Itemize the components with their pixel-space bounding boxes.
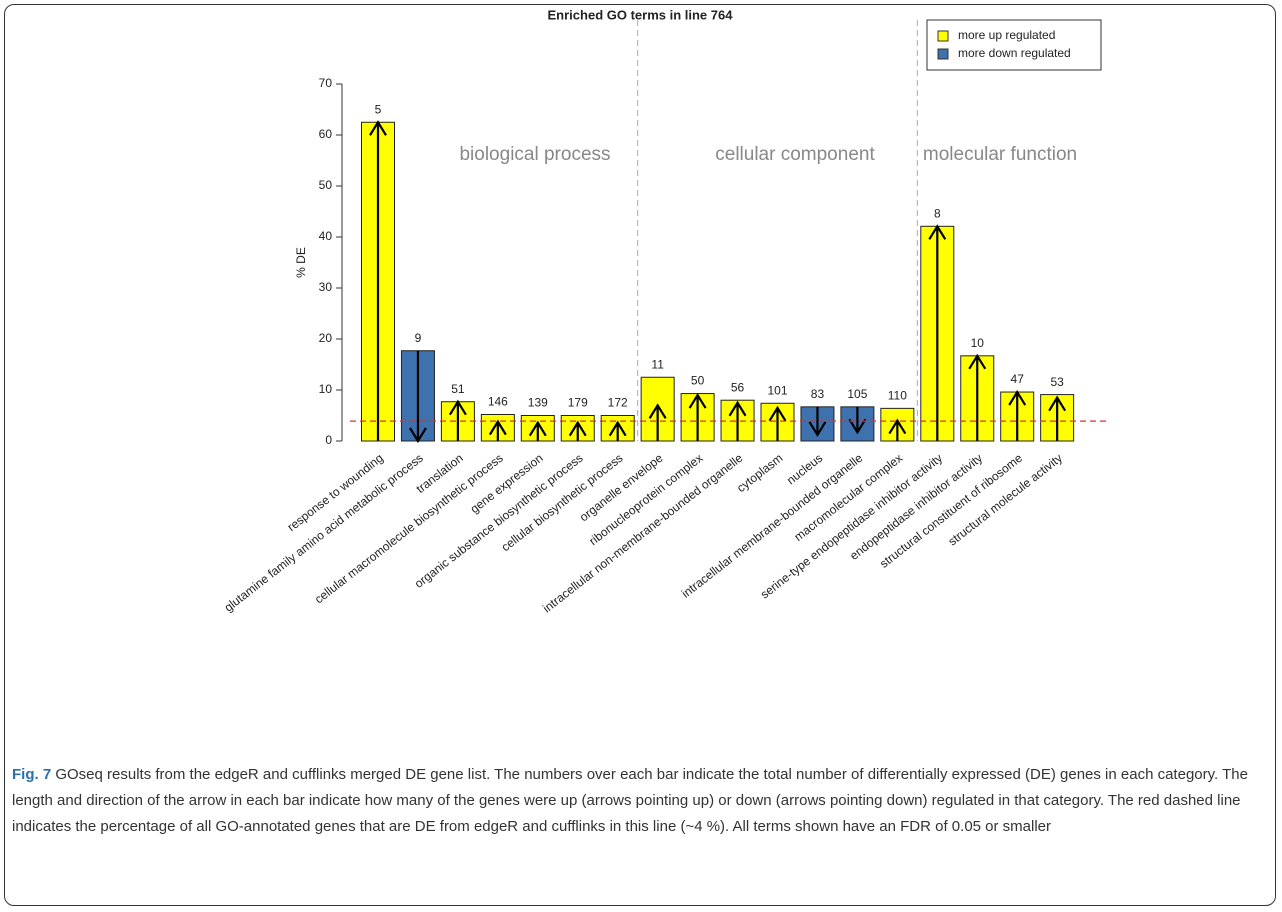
count-label: 105 xyxy=(847,387,867,401)
arrow xyxy=(888,418,907,441)
y-axis-label: % DE xyxy=(294,247,308,278)
chart: Enriched GO terms in line 764 0 10 20 30 40 5… xyxy=(222,7,1108,615)
legend-box xyxy=(926,19,1102,71)
y-tick-label: 60 xyxy=(319,127,333,141)
arrow xyxy=(608,420,627,441)
y-tick-label: 30 xyxy=(319,280,333,294)
count-label: 51 xyxy=(451,382,465,396)
y-tick-label: 50 xyxy=(319,178,333,192)
count-label: 83 xyxy=(811,387,825,401)
count-label: 56 xyxy=(731,380,745,394)
x-tick-label: serine-type endopeptidase inhibitor acti… xyxy=(758,451,945,602)
arrow xyxy=(648,403,667,441)
arrow xyxy=(768,405,787,441)
arrow xyxy=(808,406,827,437)
y-tick-label: 20 xyxy=(319,331,333,345)
legend-label: more down regulated xyxy=(958,46,1071,60)
arrow xyxy=(1048,395,1067,441)
count-label: 9 xyxy=(415,331,422,345)
arrow xyxy=(688,393,707,441)
figure-frame xyxy=(4,4,1276,906)
caption-text: GOseq results from the edgeR and cufflin… xyxy=(12,766,1248,835)
count-label: 8 xyxy=(934,206,941,220)
count-label: 101 xyxy=(767,383,787,397)
arrow xyxy=(488,419,507,441)
y-tick-label: 40 xyxy=(319,229,333,243)
legend-swatch xyxy=(937,48,949,60)
count-label: 172 xyxy=(608,396,628,410)
section-label: cellular component xyxy=(715,144,875,165)
count-label: 110 xyxy=(888,389,907,403)
count-label: 146 xyxy=(488,395,508,409)
section-label: biological process xyxy=(459,144,610,165)
count-label: 53 xyxy=(1050,375,1064,389)
count-label: 47 xyxy=(1011,372,1025,386)
count-label: 5 xyxy=(375,102,382,116)
arrow xyxy=(369,120,387,441)
count-label: 11 xyxy=(651,357,664,371)
arrow xyxy=(448,399,467,441)
arrow xyxy=(1008,389,1027,441)
arrow xyxy=(848,406,867,435)
count-label: 139 xyxy=(528,396,548,410)
section-label: molecular function xyxy=(923,144,1077,165)
count-label: 10 xyxy=(971,336,985,350)
arrow xyxy=(568,420,587,441)
arrow xyxy=(928,224,947,441)
chart-title: Enriched GO terms in line 764 xyxy=(548,7,734,22)
caption: Fig. 7 GOseq results from the edgeR and … xyxy=(12,762,1267,840)
caption-label: Fig. 7 xyxy=(12,766,52,783)
legend-swatch xyxy=(937,30,949,42)
y-tick-label: 0 xyxy=(325,433,332,447)
arrow xyxy=(528,420,547,441)
arrow xyxy=(409,350,427,444)
legend-label: more up regulated xyxy=(958,28,1055,42)
arrow xyxy=(728,400,747,441)
y-tick-label: 10 xyxy=(319,382,333,396)
count-label: 50 xyxy=(691,374,705,388)
arrow xyxy=(968,353,987,441)
count-label: 179 xyxy=(568,396,588,410)
y-tick-label: 70 xyxy=(319,76,333,90)
